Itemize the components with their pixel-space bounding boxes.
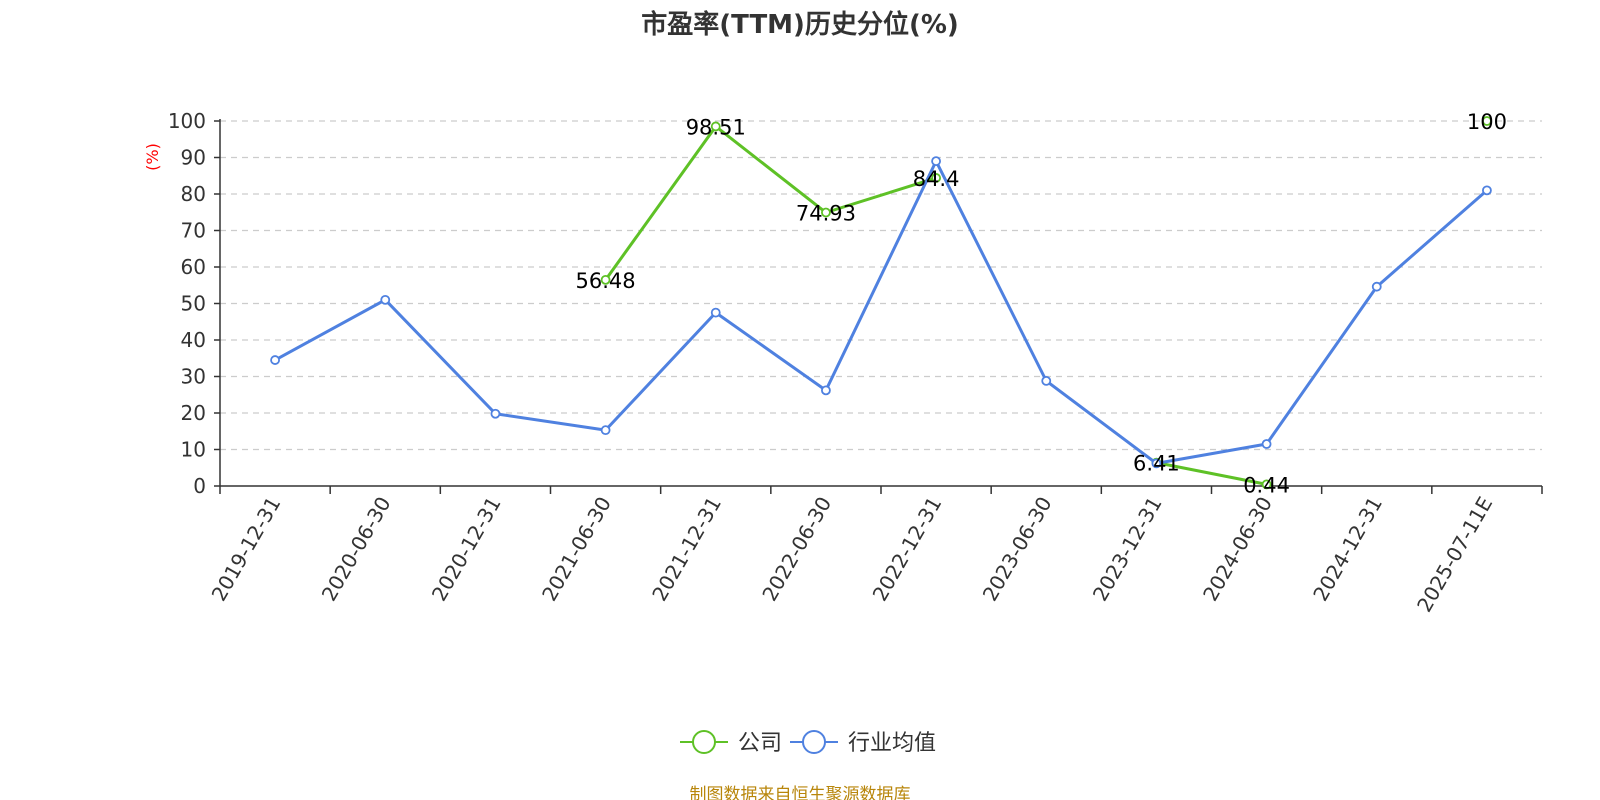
data-point <box>1482 116 1492 126</box>
data-point <box>600 425 611 436</box>
series <box>270 116 1492 490</box>
x-tick-label: 2023-06-30 <box>978 493 1057 606</box>
legend-marker <box>692 730 716 754</box>
legend[interactable]: 公司 行业均值 <box>680 730 936 756</box>
series-line-1 <box>274 159 1488 465</box>
legend-item-1[interactable]: 行业均值 <box>790 730 936 756</box>
data-point <box>490 408 501 419</box>
data-label: 56.48 <box>576 269 636 293</box>
y-tick-label: 90 <box>181 146 206 170</box>
y-tick-label: 80 <box>181 182 206 206</box>
series-line-0 <box>1156 461 1267 486</box>
y-tick-label: 30 <box>181 365 206 389</box>
y-tick-label: 70 <box>181 219 206 243</box>
data-label: 74.93 <box>796 202 856 226</box>
x-tick-label: 2022-06-30 <box>757 493 836 606</box>
chart-title: 市盈率(TTM)历史分位(%) <box>641 10 959 40</box>
x-tick-label: 2020-12-31 <box>427 492 506 605</box>
y-tick-label: 50 <box>181 292 206 316</box>
data-label: 100 <box>1467 110 1507 134</box>
data-label: 6.41 <box>1133 452 1180 476</box>
legend-label: 行业均值 <box>848 731 936 756</box>
y-tick-label: 100 <box>168 109 206 133</box>
series-line-0 <box>604 124 937 281</box>
axes: 0 10 20 30 40 50 60 70 80 90 100 (%) 2019-12-31 2020-… <box>143 109 1543 617</box>
data-point <box>1041 375 1052 386</box>
legend-label: 公司 <box>738 731 782 756</box>
y-tick-label: 10 <box>181 438 206 462</box>
data-point <box>380 294 391 305</box>
data-point <box>1261 479 1272 490</box>
data-label: 0.44 <box>1243 473 1290 497</box>
data-point <box>1371 281 1382 292</box>
data-label: 84.4 <box>913 167 960 191</box>
data-label: 98.51 <box>686 115 746 139</box>
y-tick-label: 60 <box>181 255 206 279</box>
x-tick-label: 2022-12-31 <box>868 492 947 605</box>
legend-marker <box>802 730 826 754</box>
x-tick-label: 2020-06-30 <box>317 493 396 606</box>
x-tick-label: 2024-12-31 <box>1308 493 1387 606</box>
x-tick-label: 2021-06-30 <box>537 493 616 606</box>
y-tick-label: 20 <box>181 401 206 425</box>
data-point <box>1482 185 1492 196</box>
y-tick-label: 0 <box>193 474 206 498</box>
legend-item-0[interactable]: 公司 <box>680 730 782 756</box>
grid-lines <box>220 120 1542 451</box>
x-tick-label: 2019-12-31 <box>207 493 286 606</box>
data-point <box>821 207 831 218</box>
source-note: 制图数据来自恒生聚源数据库 <box>689 785 911 800</box>
data-point <box>1261 439 1272 449</box>
data-point <box>1151 458 1162 469</box>
y-tick-label: 40 <box>181 328 206 352</box>
x-tick-label: 2023-12-31 <box>1088 493 1167 606</box>
data-point <box>600 274 611 285</box>
data-point <box>270 355 280 365</box>
data-point <box>710 121 721 132</box>
data-point <box>821 385 831 396</box>
data-point <box>931 156 941 167</box>
x-tick-label: 2021-12-31 <box>647 493 726 606</box>
x-tick-label: 2024-06-30 <box>1198 493 1277 606</box>
data-point <box>710 307 721 318</box>
y-axis-label: (%) <box>143 143 162 171</box>
data-point <box>931 173 941 183</box>
data-labels: 56.48 98.51 74.93 84.4 6.41 0.44 100 <box>576 110 1507 497</box>
x-tick-label: 2025-07-11E <box>1412 493 1497 617</box>
